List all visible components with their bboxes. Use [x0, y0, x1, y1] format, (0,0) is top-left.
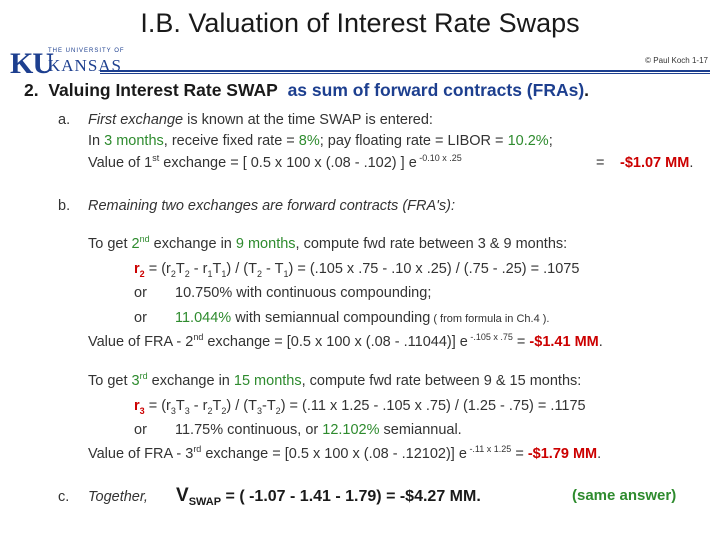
part-b-marker: b.	[58, 198, 71, 214]
part-a-value: -$1.07 MM.	[620, 155, 694, 171]
part-c-marker: c.	[58, 489, 70, 505]
fra3-compounding: 11.75% continuous, or 12.102% semiannual…	[175, 422, 462, 438]
fra2-or-2: or	[134, 310, 147, 326]
page-title: I.B. Valuation of Interest Rate Swaps	[140, 8, 580, 38]
fra3-or: or	[134, 422, 147, 438]
header-rule	[100, 70, 710, 72]
logo-top-text: THE UNIVERSITY OF	[48, 48, 125, 54]
fra2-or-1: or	[134, 285, 147, 301]
university-logo: KU THE UNIVERSITY OF KANSAS	[10, 47, 124, 81]
part-a-marker: a.	[58, 112, 71, 128]
fra2-value: Value of FRA - 2nd exchange = [0.5 x 100…	[88, 332, 603, 350]
part-a-line-1: First exchange is known at the time SWAP…	[88, 112, 433, 128]
fra3-value: Value of FRA - 3rd exchange = [0.5 x 100…	[88, 444, 602, 462]
part-a-line-2: In 3 months, receive fixed rate = 8%; pa…	[88, 133, 553, 149]
section-heading: 2. Valuing Interest Rate SWAP as sum of …	[24, 80, 590, 100]
part-a-line-3: Value of 1st exchange = [ 0.5 x 100 x (.…	[88, 153, 462, 171]
part-b-intro: Remaining two exchanges are forward cont…	[88, 198, 456, 214]
fra3-rate-formula: r3 = (r3T3 - r2T2) / (T3-T2) = (.11 x 1.…	[134, 398, 586, 416]
swap-total: VSWAP = ( -1.07 - 1.41 - 1.79) = -$4.27 …	[176, 485, 481, 509]
fra2-semiannual: 11.044% with semiannual compounding ( fr…	[175, 310, 550, 326]
fra2-line-1: To get 2nd exchange in 9 months, compute…	[88, 234, 568, 252]
part-a-equals: =	[596, 155, 605, 171]
fra2-continuous: 10.750% with continuous compounding;	[175, 285, 432, 301]
same-answer-note: (same answer)	[572, 487, 677, 504]
part-c-label: Together,	[88, 489, 148, 505]
copyright: © Paul Koch 1-17	[645, 56, 708, 65]
fra3-line-1: To get 3rd exchange in 15 months, comput…	[88, 371, 582, 389]
header-rule-thin	[100, 73, 710, 74]
logo-mark: KU	[10, 47, 54, 80]
fra2-rate-formula: r2 = (r2T2 - r1T1) / (T2 - T1) = (.105 x…	[134, 261, 580, 279]
